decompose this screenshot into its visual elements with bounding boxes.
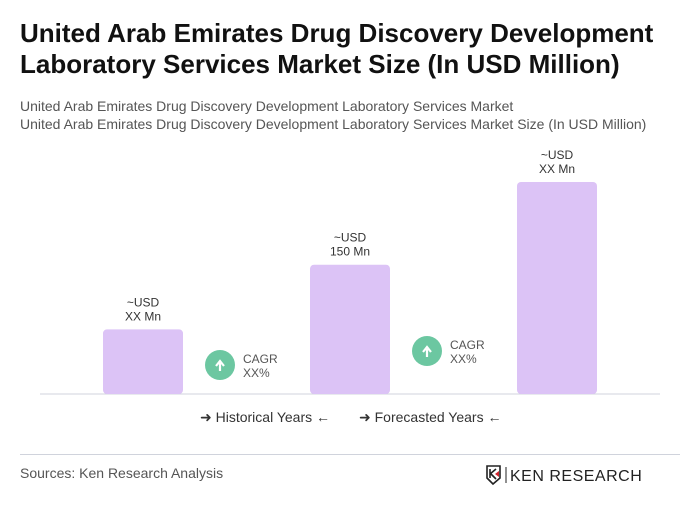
- ken-research-logo: KEN RESEARCH: [486, 465, 642, 486]
- bar: [310, 264, 390, 394]
- chart-subtitle-2: United Arab Emirates Drug Discovery Deve…: [20, 116, 647, 132]
- svg-text:KEN RESEARCH: KEN RESEARCH: [510, 468, 642, 485]
- legend-forecasted-label: Forecasted Years: [374, 409, 484, 425]
- arrow-up-icon: [215, 359, 225, 371]
- legend-historical: ➜ Historical Years ←: [200, 409, 330, 426]
- cagr-label: XX%: [450, 352, 477, 366]
- bar-data-label: ~USD: [334, 231, 367, 245]
- arrow-up-icon: [422, 345, 432, 357]
- arrow-right-icon: ➜: [359, 409, 371, 425]
- bar-data-label: ~USD: [127, 295, 160, 309]
- cagr-label: CAGR: [243, 352, 278, 366]
- cagr-label: XX%: [243, 366, 270, 380]
- bar-data-label: XX Mn: [125, 309, 161, 323]
- arrow-left-icon: ←: [316, 409, 331, 425]
- cagr-label: CAGR: [450, 338, 485, 352]
- legend-historical-label: Historical Years: [215, 409, 313, 425]
- arrow-right-icon: ➜: [200, 409, 212, 425]
- bar: [103, 329, 183, 394]
- chart-subtitle: United Arab Emirates Drug Discovery Deve…: [20, 98, 514, 114]
- legend-forecasted: ➜ Forecasted Years ←: [359, 409, 501, 426]
- page-title: United Arab Emirates Drug Discovery Deve…: [20, 18, 654, 79]
- bar: [517, 182, 597, 394]
- arrow-left-icon: ←: [487, 409, 502, 425]
- bar-data-label: ~USD: [541, 148, 574, 162]
- source-text: Sources: Ken Research Analysis: [20, 465, 224, 481]
- bar-data-label: XX Mn: [539, 162, 575, 176]
- bar-data-label: 150 Mn: [330, 245, 370, 259]
- footer-divider: [20, 454, 680, 455]
